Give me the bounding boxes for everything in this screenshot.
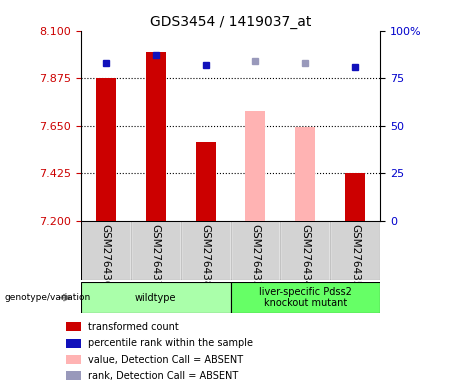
Bar — [66, 371, 81, 381]
Text: GSM276436: GSM276436 — [100, 224, 111, 287]
Text: wildtype: wildtype — [135, 293, 177, 303]
Bar — [130, 221, 181, 280]
Text: transformed count: transformed count — [88, 322, 179, 332]
Text: genotype/variation: genotype/variation — [5, 293, 91, 302]
Text: value, Detection Call = ABSENT: value, Detection Call = ABSENT — [88, 354, 243, 364]
Bar — [280, 221, 331, 280]
Text: percentile rank within the sample: percentile rank within the sample — [88, 338, 253, 348]
Text: GSM276433: GSM276433 — [250, 224, 260, 287]
Bar — [331, 221, 380, 280]
Bar — [245, 111, 266, 221]
Bar — [81, 221, 130, 280]
Bar — [331, 221, 380, 280]
Text: GSM276435: GSM276435 — [350, 224, 361, 287]
Bar — [181, 221, 230, 280]
Bar — [130, 221, 181, 280]
Text: GSM276434: GSM276434 — [301, 224, 310, 287]
Bar — [345, 173, 365, 221]
Bar — [296, 127, 315, 221]
Bar — [66, 355, 81, 364]
Bar — [66, 339, 81, 348]
Bar — [181, 221, 230, 280]
Text: GSM276437: GSM276437 — [151, 224, 160, 287]
Bar — [280, 221, 331, 280]
Bar — [96, 78, 116, 221]
Bar — [146, 52, 165, 221]
Bar — [230, 221, 280, 280]
Text: GDS3454 / 1419037_at: GDS3454 / 1419037_at — [150, 15, 311, 29]
Text: GSM276438: GSM276438 — [201, 224, 211, 287]
Bar — [66, 322, 81, 331]
Bar — [230, 221, 280, 280]
Text: liver-specific Pdss2
knockout mutant: liver-specific Pdss2 knockout mutant — [259, 287, 352, 308]
Bar — [81, 282, 230, 313]
Bar — [81, 221, 130, 280]
Bar — [230, 282, 380, 313]
Bar — [195, 142, 216, 221]
Text: rank, Detection Call = ABSENT: rank, Detection Call = ABSENT — [88, 371, 238, 381]
